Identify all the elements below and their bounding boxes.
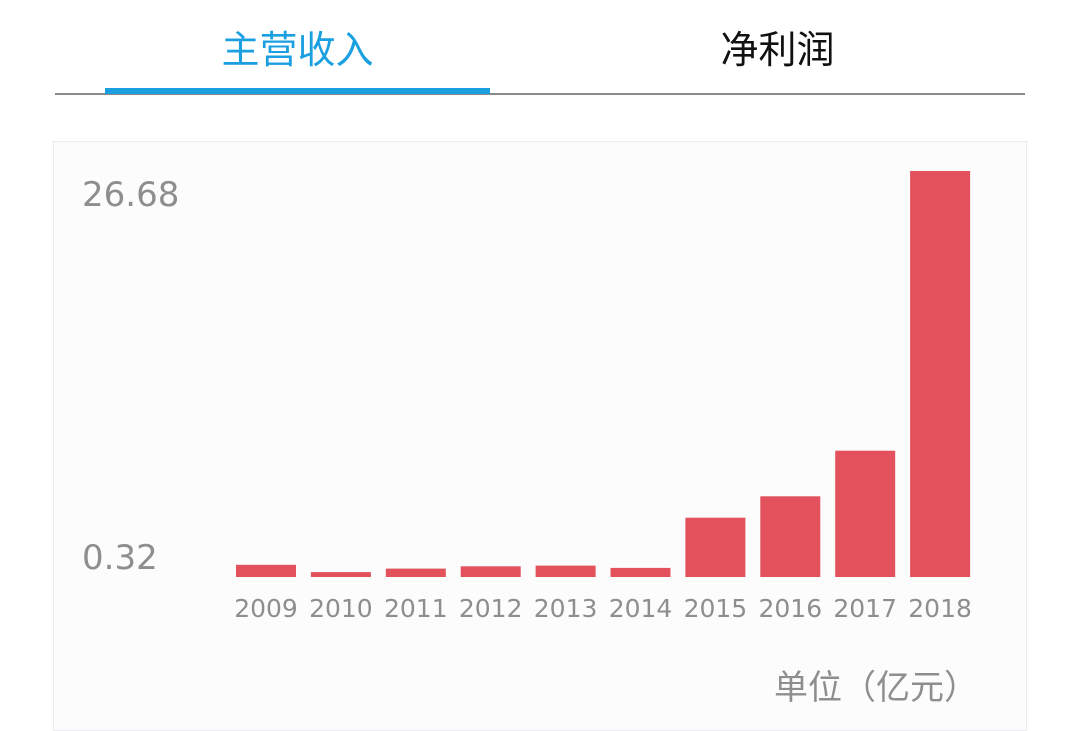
active-tab-indicator <box>105 88 490 94</box>
x-tick-label: 2014 <box>609 594 673 623</box>
x-tick-label: 2012 <box>459 594 523 623</box>
bar-2013[interactable] <box>535 565 596 577</box>
bar-2011[interactable] <box>385 568 446 577</box>
x-tick-label: 2018 <box>908 594 972 623</box>
bar-2016[interactable] <box>760 496 821 577</box>
bar-2017[interactable] <box>835 450 896 577</box>
x-tick-label: 2009 <box>234 594 298 623</box>
tab-net-profit[interactable]: 净利润 <box>720 28 835 72</box>
bar-2018[interactable] <box>910 171 971 577</box>
y-tick-label: 26.68 <box>82 175 179 215</box>
bar-chart: 26.68 0.32 2009 2010 2011 2012 2013 2014 2015 201… <box>82 171 972 623</box>
bar-2010[interactable] <box>310 572 371 577</box>
y-tick-label: 0.32 <box>82 538 158 578</box>
x-tick-label: 2013 <box>534 594 598 623</box>
x-tick-label: 2011 <box>384 594 448 623</box>
tab-bar: 主营收入 净利润 <box>55 0 1025 95</box>
tab-main-revenue[interactable]: 主营收入 <box>221 28 374 72</box>
bar-2012[interactable] <box>460 566 521 577</box>
bar-2015[interactable] <box>685 517 746 577</box>
x-tick-label: 2017 <box>833 594 897 623</box>
bar-2014[interactable] <box>610 567 671 577</box>
x-tick-label: 2015 <box>684 594 748 623</box>
x-tick-label: 2010 <box>309 594 373 623</box>
x-tick-label: 2016 <box>758 594 822 623</box>
unit-label: 单位（亿元） <box>774 668 978 708</box>
bar-2009[interactable] <box>236 564 296 577</box>
chart-card: 26.68 0.32 2009 2010 2011 2012 2013 2014 2015 201… <box>53 141 1027 731</box>
